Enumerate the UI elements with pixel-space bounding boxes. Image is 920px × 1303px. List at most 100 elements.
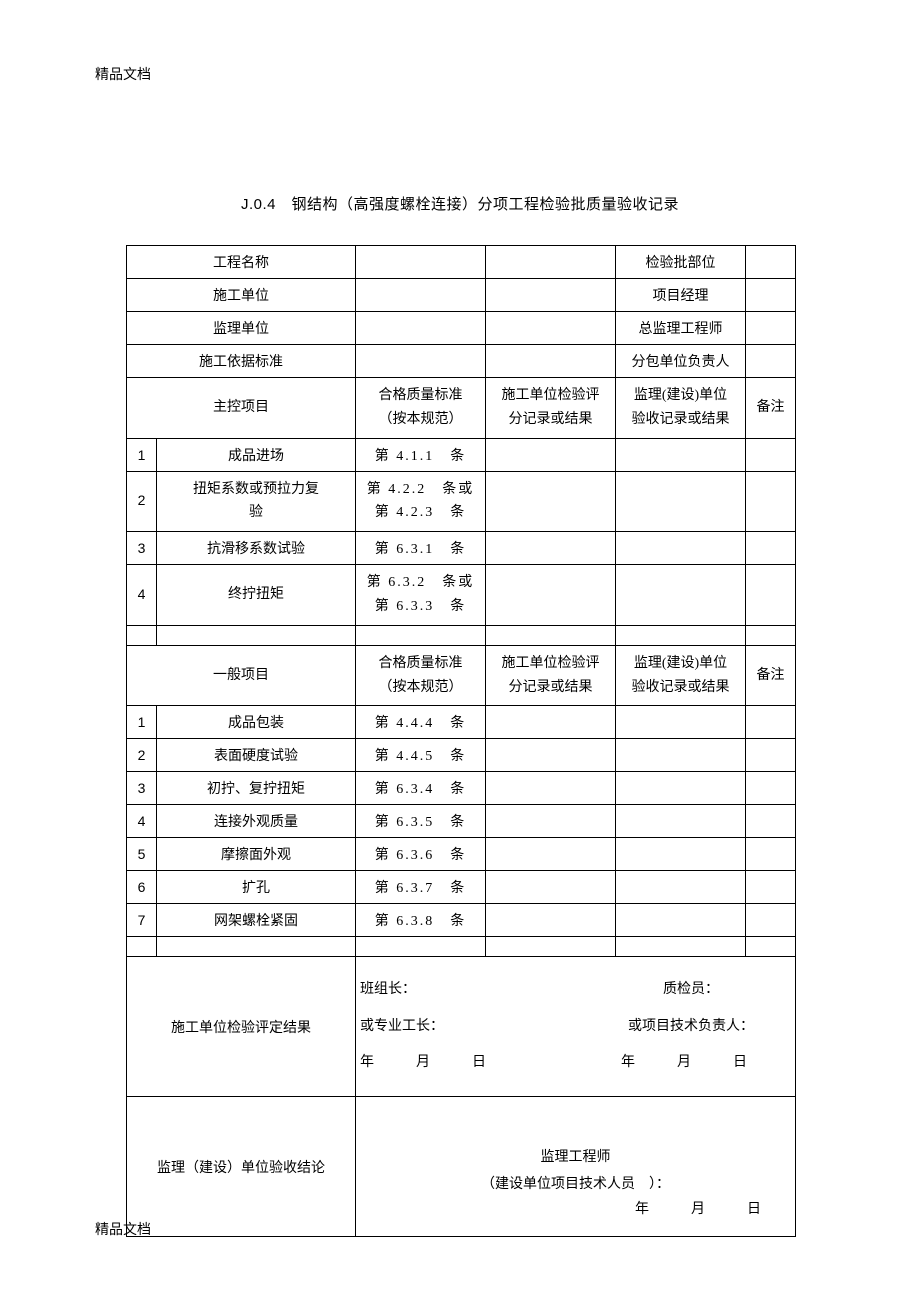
item-std: 第 6.3.1 条 xyxy=(356,532,486,565)
value-cell xyxy=(746,871,796,904)
value-cell xyxy=(746,246,796,279)
footer-label: 精品文档 xyxy=(95,1219,151,1239)
sig-qc: 质检员： xyxy=(591,972,791,1008)
value-cell xyxy=(616,838,746,871)
header-label: 精品文档 xyxy=(95,64,151,84)
item-std: 第 6.3.5 条 xyxy=(356,805,486,838)
value-cell xyxy=(746,312,796,345)
row-num: 4 xyxy=(127,565,157,626)
value-cell xyxy=(616,438,746,471)
value-cell xyxy=(356,937,486,957)
row-num: 2 xyxy=(127,739,157,772)
value-cell xyxy=(616,625,746,645)
item-std: 第 4.2.2 条或第 4.2.3 条 xyxy=(356,471,486,532)
page-title: J.0.4 钢结构（高强度螺栓连接）分项工程检验批质量验收记录 xyxy=(0,193,920,214)
item-std: 第 4.4.5 条 xyxy=(356,739,486,772)
value-cell xyxy=(486,937,616,957)
value-cell xyxy=(616,871,746,904)
value-cell xyxy=(616,739,746,772)
item-std: 第 6.3.6 条 xyxy=(356,838,486,871)
signature-row-construction: 施工单位检验评定结果 班组长： 质检员： 或专业工长： 或项目技术负责人： 年 … xyxy=(127,957,796,1097)
value-cell xyxy=(127,625,157,645)
value-cell xyxy=(616,904,746,937)
value-cell xyxy=(746,706,796,739)
col-record: 施工单位检验评分记录或结果 xyxy=(486,378,616,439)
item-name: 表面硬度试验 xyxy=(157,739,356,772)
table-row: 2 表面硬度试验 第 4.4.5 条 xyxy=(127,739,796,772)
info-row: 工程名称 检验批部位 xyxy=(127,246,796,279)
label-standard: 施工依据标准 xyxy=(127,345,356,378)
col-note: 备注 xyxy=(746,378,796,439)
table-row: 6 扩孔 第 6.3.7 条 xyxy=(127,871,796,904)
label-construction-unit: 施工单位 xyxy=(127,279,356,312)
row-num: 5 xyxy=(127,838,157,871)
value-cell xyxy=(616,805,746,838)
value-cell xyxy=(746,805,796,838)
sig-label-supervision: 监理（建设）单位验收结论 xyxy=(127,1097,356,1237)
row-num: 4 xyxy=(127,805,157,838)
value-cell xyxy=(616,471,746,532)
value-cell xyxy=(746,565,796,626)
value-cell xyxy=(616,772,746,805)
row-num: 3 xyxy=(127,772,157,805)
item-std: 第 6.3.7 条 xyxy=(356,871,486,904)
value-cell xyxy=(486,904,616,937)
sig-date-left: 年 月 日 xyxy=(360,1045,500,1081)
table-row: 3 初拧、复拧扭矩 第 6.3.4 条 xyxy=(127,772,796,805)
blank-row xyxy=(127,937,796,957)
table-row: 1 成品包装 第 4.4.4 条 xyxy=(127,706,796,739)
label-project-name: 工程名称 xyxy=(127,246,356,279)
main-items-header: 主控项目 合格质量标准（按本规范） 施工单位检验评分记录或结果 监理(建设)单位… xyxy=(127,378,796,439)
title-code: J.0.4 xyxy=(241,196,276,213)
table-row: 4 连接外观质量 第 6.3.5 条 xyxy=(127,805,796,838)
info-row: 监理单位 总监理工程师 xyxy=(127,312,796,345)
sig-team-leader: 班组长： xyxy=(360,972,416,1008)
table-row: 5 摩擦面外观 第 6.3.6 条 xyxy=(127,838,796,871)
value-cell xyxy=(616,937,746,957)
col-standard: 合格质量标准（按本规范） xyxy=(356,378,486,439)
value-cell xyxy=(486,532,616,565)
row-num: 3 xyxy=(127,532,157,565)
value-cell xyxy=(746,937,796,957)
item-name: 初拧、复拧扭矩 xyxy=(157,772,356,805)
sig-foreman: 或专业工长： xyxy=(360,1009,444,1045)
value-cell xyxy=(157,625,356,645)
value-cell xyxy=(486,625,616,645)
value-cell xyxy=(486,838,616,871)
sig-engineer: 监理工程师 xyxy=(360,1140,791,1176)
label-project-manager: 项目经理 xyxy=(616,279,746,312)
col-supervision: 监理(建设)单位验收记录或结果 xyxy=(616,378,746,439)
value-cell xyxy=(746,471,796,532)
info-row: 施工依据标准 分包单位负责人 xyxy=(127,345,796,378)
table-row: 1 成品进场 第 4.1.1 条 xyxy=(127,438,796,471)
row-num: 7 xyxy=(127,904,157,937)
label-subcontractor: 分包单位负责人 xyxy=(616,345,746,378)
sig-content-supervision: 监理工程师 （建设单位项目技术人员 ）： 年 月 日 xyxy=(356,1097,796,1237)
value-cell xyxy=(616,532,746,565)
table-row: 4 终拧扭矩 第 6.3.2 条或第 6.3.3 条 xyxy=(127,565,796,626)
sig-tech-lead: 或项目技术负责人： xyxy=(591,1009,791,1045)
item-name: 成品进场 xyxy=(157,438,356,471)
value-cell xyxy=(486,246,616,279)
item-name: 连接外观质量 xyxy=(157,805,356,838)
item-name: 终拧扭矩 xyxy=(157,565,356,626)
label-chief-engineer: 总监理工程师 xyxy=(616,312,746,345)
sig-label-construction: 施工单位检验评定结果 xyxy=(127,957,356,1097)
item-std: 第 6.3.8 条 xyxy=(356,904,486,937)
value-cell xyxy=(356,312,486,345)
value-cell xyxy=(486,739,616,772)
value-cell xyxy=(356,625,486,645)
sig-date-right: 年 月 日 xyxy=(591,1045,791,1081)
col-record: 施工单位检验评分记录或结果 xyxy=(486,645,616,706)
item-std: 第 4.1.1 条 xyxy=(356,438,486,471)
value-cell xyxy=(746,838,796,871)
value-cell xyxy=(616,565,746,626)
col-note: 备注 xyxy=(746,645,796,706)
row-num: 2 xyxy=(127,471,157,532)
value-cell xyxy=(157,937,356,957)
col-standard: 合格质量标准（按本规范） xyxy=(356,645,486,706)
item-std: 第 4.4.4 条 xyxy=(356,706,486,739)
col-supervision: 监理(建设)单位验收记录或结果 xyxy=(616,645,746,706)
value-cell xyxy=(486,871,616,904)
value-cell xyxy=(486,438,616,471)
